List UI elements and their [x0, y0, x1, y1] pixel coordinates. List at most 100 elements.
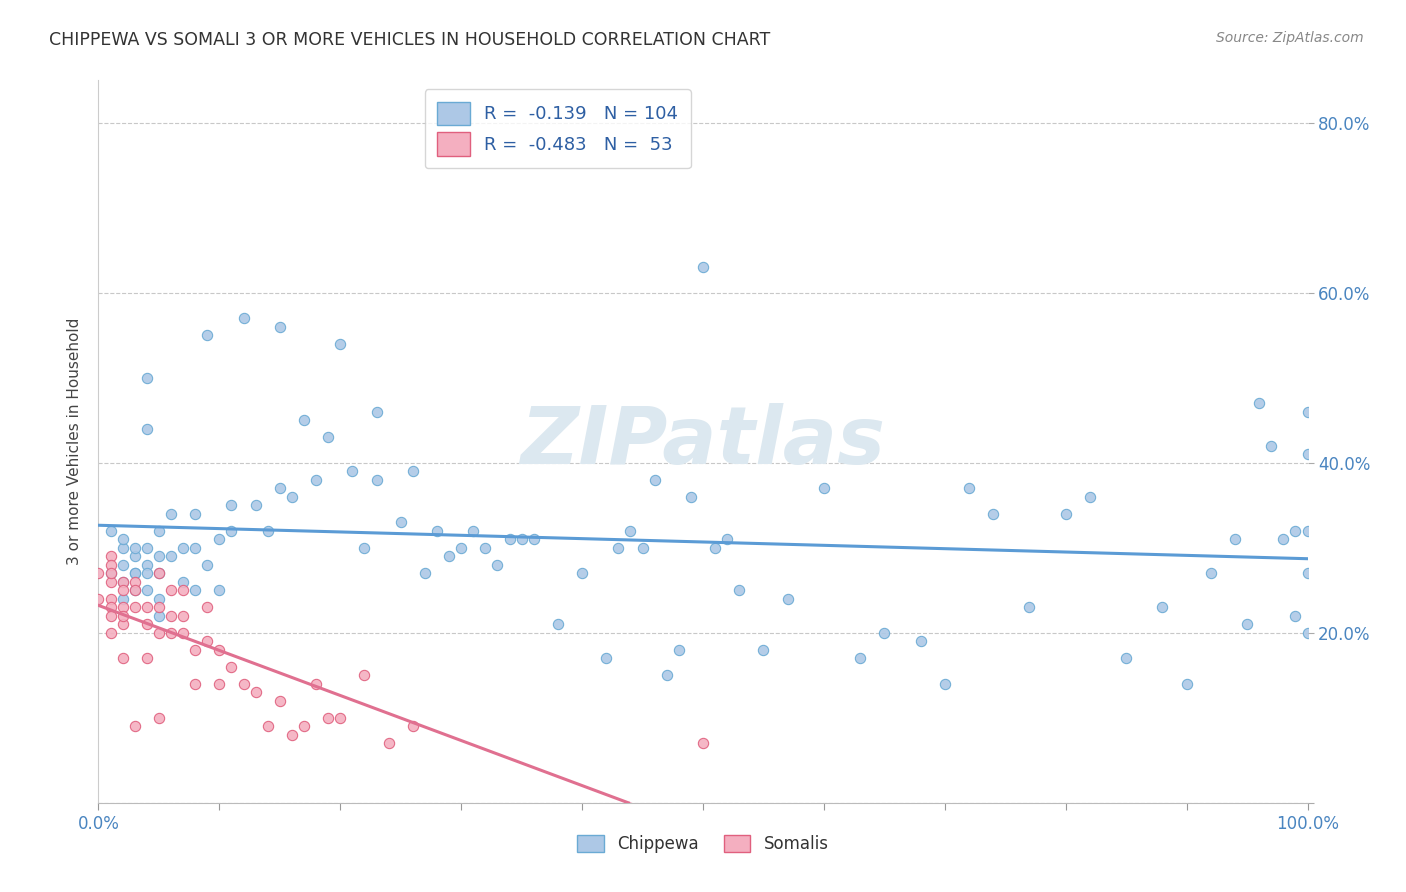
Point [148, 608, 170, 623]
Point [100, 549, 122, 564]
Point [269, 319, 291, 334]
Point [245, 685, 267, 699]
Point [1054, 507, 1077, 521]
Point [100, 566, 122, 581]
Point [256, 524, 278, 538]
Point [547, 617, 569, 632]
Point [752, 642, 775, 657]
Point [160, 625, 183, 640]
Point [716, 533, 738, 547]
Point [221, 498, 243, 512]
Point [679, 490, 702, 504]
Point [111, 617, 134, 632]
Point [644, 473, 666, 487]
Point [607, 541, 630, 555]
Point [910, 634, 932, 648]
Point [813, 481, 835, 495]
Point [172, 625, 194, 640]
Point [111, 591, 134, 606]
Point [221, 524, 243, 538]
Point [389, 516, 412, 530]
Text: Source: ZipAtlas.com: Source: ZipAtlas.com [1216, 31, 1364, 45]
Point [728, 583, 751, 598]
Point [124, 574, 146, 589]
Point [281, 728, 304, 742]
Point [124, 719, 146, 733]
Point [148, 591, 170, 606]
Point [668, 642, 690, 657]
Point [184, 583, 207, 598]
Point [269, 481, 291, 495]
Point [1260, 439, 1282, 453]
Point [1199, 566, 1222, 581]
Point [316, 711, 339, 725]
Point [208, 583, 231, 598]
Point [135, 617, 157, 632]
Point [208, 533, 231, 547]
Point [631, 541, 654, 555]
Text: CHIPPEWA VS SOMALI 3 OR MORE VEHICLES IN HOUSEHOLD CORRELATION CHART: CHIPPEWA VS SOMALI 3 OR MORE VEHICLES IN… [49, 31, 770, 49]
Point [195, 600, 218, 615]
Point [342, 464, 364, 478]
Point [1296, 405, 1319, 419]
Point [135, 558, 157, 572]
Point [148, 549, 170, 564]
Point [402, 464, 425, 478]
Point [100, 558, 122, 572]
Point [934, 677, 956, 691]
Point [124, 583, 146, 598]
Point [269, 694, 291, 708]
Point [1296, 524, 1319, 538]
Point [208, 677, 231, 691]
Point [148, 566, 170, 581]
Point [111, 541, 134, 555]
Point [353, 668, 375, 682]
Point [849, 651, 872, 665]
Point [1223, 533, 1246, 547]
Point [172, 541, 194, 555]
Point [256, 719, 278, 733]
Point [1296, 447, 1319, 461]
Point [1284, 524, 1306, 538]
Point [148, 625, 170, 640]
Point [160, 583, 183, 598]
Point [463, 524, 485, 538]
Point [619, 524, 641, 538]
Point [366, 473, 388, 487]
Point [1115, 651, 1137, 665]
Point [281, 490, 304, 504]
Point [172, 574, 194, 589]
Point [135, 600, 157, 615]
Point [245, 498, 267, 512]
Point [124, 566, 146, 581]
Point [135, 583, 157, 598]
Point [571, 566, 593, 581]
Point [1175, 677, 1198, 691]
Y-axis label: 3 or more Vehicles in Household: 3 or more Vehicles in Household [67, 318, 83, 566]
Point [402, 719, 425, 733]
Point [1296, 566, 1319, 581]
Point [1296, 625, 1319, 640]
Point [305, 677, 328, 691]
Point [100, 600, 122, 615]
Point [486, 558, 509, 572]
Point [184, 541, 207, 555]
Point [135, 422, 157, 436]
Point [184, 677, 207, 691]
Point [208, 642, 231, 657]
Point [100, 625, 122, 640]
Point [111, 583, 134, 598]
Point [111, 600, 134, 615]
Point [704, 541, 727, 555]
Point [135, 541, 157, 555]
Point [87, 591, 110, 606]
Point [221, 660, 243, 674]
Point [1078, 490, 1101, 504]
Point [957, 481, 980, 495]
Text: ZIPatlas: ZIPatlas [520, 402, 886, 481]
Point [87, 566, 110, 581]
Point [1249, 396, 1271, 410]
Point [160, 549, 183, 564]
Point [184, 507, 207, 521]
Point [692, 260, 714, 275]
